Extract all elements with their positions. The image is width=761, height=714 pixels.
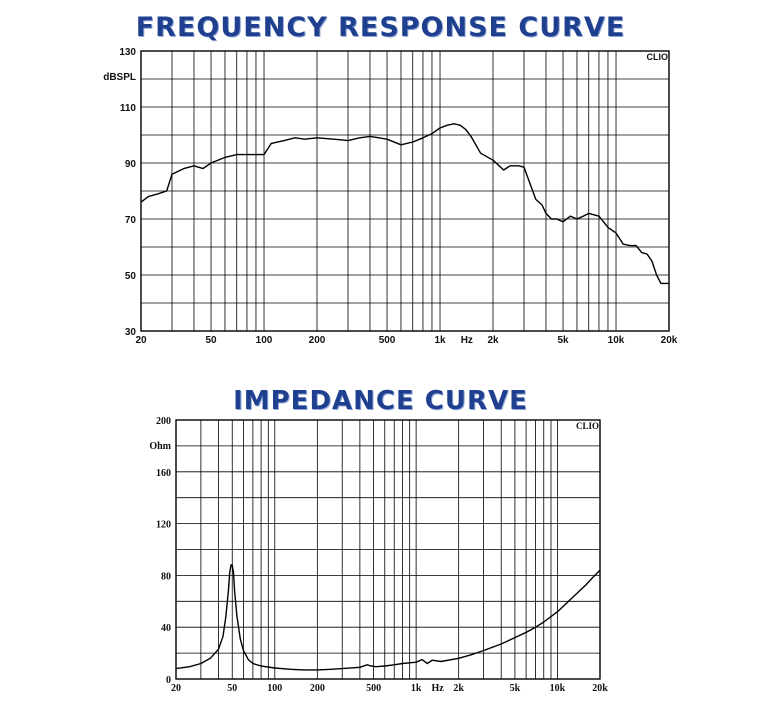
x-tick-label: 10k [550,683,566,694]
plot-frame [175,419,601,680]
y-tick-label: 50 [125,271,137,282]
x-axis-label: Hz [432,683,445,694]
response-curve [140,123,669,285]
x-tick-label: 200 [310,683,325,694]
x-tick-label: 500 [366,683,381,694]
x-tick-label: 200 [309,335,326,346]
y-tick-label: 0 [166,675,171,686]
y-tick-label: 30 [125,327,137,338]
y-tick-label: 40 [161,623,171,634]
x-tick-label: 5k [510,683,521,694]
y-tick-label: 200 [156,416,171,427]
y-axis-label: dBSPL [103,72,136,83]
y-tick-label: 110 [120,103,137,114]
x-tick-label: 2k [487,335,499,346]
x-tick-label: 50 [205,335,217,346]
y-axis-label: Ohm [149,441,171,452]
impedance-title: IMPEDANCE CURVE [233,386,528,416]
x-tick-label: 2k [453,683,464,694]
x-tick-label: 20k [661,335,678,346]
x-tick-label: 20 [135,335,147,346]
x-tick-label: 10k [608,335,625,346]
x-tick-label: 1k [411,683,422,694]
x-tick-label: 50 [227,683,237,694]
y-tick-label: 80 [161,571,171,582]
x-tick-label: 20k [592,683,608,694]
y-tick-label: 160 [156,468,171,479]
frequency-response-title: FREQUENCY RESPONSE CURVE [135,12,626,43]
x-axis-label: Hz [461,335,473,346]
y-tick-label: 120 [156,520,171,531]
plot-frame [140,50,670,332]
y-tick-label: 70 [125,215,137,226]
y-tick-label: 130 [119,47,136,58]
x-tick-label: 20 [171,683,181,694]
clio-watermark: CLIO [576,421,599,431]
x-tick-label: 5k [557,335,569,346]
x-tick-label: 100 [256,335,273,346]
clio-watermark: CLIO [647,52,669,62]
response-curve [175,564,601,671]
y-tick-label: 90 [125,159,137,170]
x-tick-label: 100 [267,683,282,694]
x-tick-label: 500 [379,335,396,346]
x-tick-label: 1k [434,335,446,346]
